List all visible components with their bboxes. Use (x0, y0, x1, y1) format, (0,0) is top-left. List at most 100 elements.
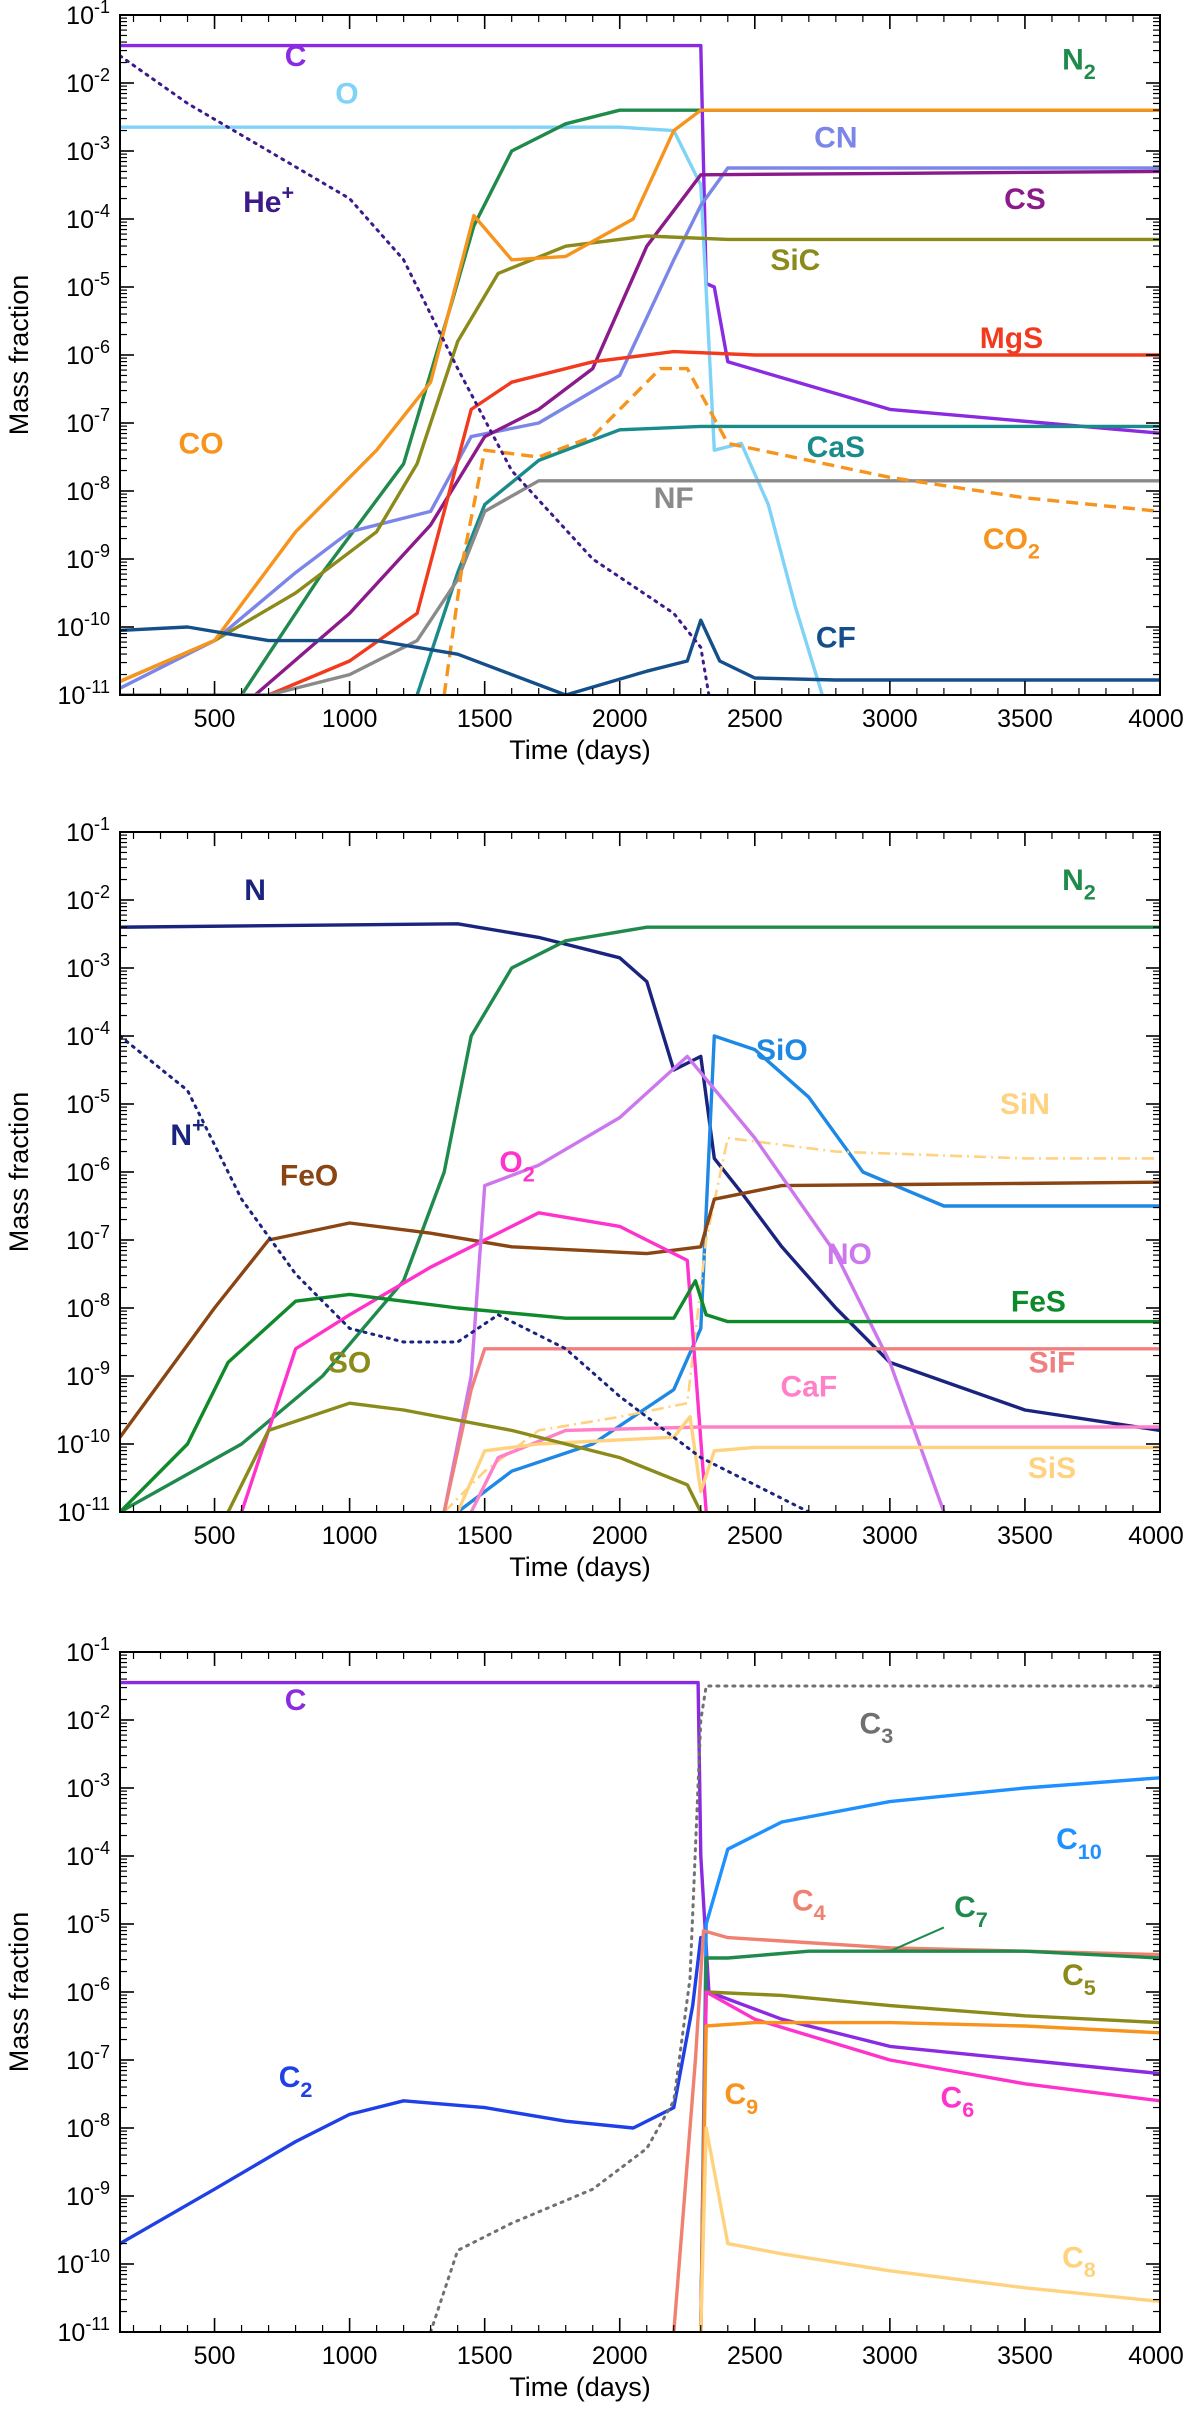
y-tick-exponent: -4 (94, 201, 110, 221)
series-line-sif-solid (442, 1347, 1160, 1512)
species-label-cf: CF (816, 621, 856, 654)
species-label-mgs: MgS (980, 322, 1043, 355)
y-tick-label: 10-11 (58, 1494, 111, 1527)
x-tick-label: 2000 (592, 1522, 648, 1550)
y-tick-base: 10 (66, 206, 94, 234)
x-tick-label: 4000 (1128, 2342, 1184, 2370)
x-axis: 500 1000 1500 2000 2500 3000 3500 4000 (132, 832, 1184, 1550)
x-tick-label: 2500 (727, 2342, 783, 2370)
species-label-c9-subscript: 9 (746, 2094, 758, 2119)
y-tick-label: 10-6 (66, 337, 110, 370)
y-tick-exponent: -11 (85, 677, 110, 697)
series-line-caf-solid (469, 1425, 1160, 1512)
x-tick-label: 1000 (322, 2342, 378, 2370)
y-tick-base: 10 (66, 478, 94, 506)
x-axis-title: Time (days) (509, 2372, 651, 2402)
y-tick-exponent: -6 (94, 1154, 110, 1174)
y-tick-exponent: -3 (94, 1770, 110, 1790)
species-label-n2-text: N (1062, 864, 1084, 897)
x-tick-label: 1000 (322, 705, 378, 733)
species-label-feo-text: FeO (280, 1160, 338, 1193)
species-label-c2-subscript: 2 (300, 2077, 312, 2102)
y-tick-base: 10 (66, 2183, 94, 2211)
y-tick-exponent: -8 (94, 473, 110, 493)
y-tick-base: 10 (66, 1091, 94, 1119)
species-label-nplus-text: N (170, 1119, 192, 1152)
species-label-c7-subscript: 7 (976, 1907, 988, 1932)
series-line-cn-solid (120, 166, 1160, 690)
species-label-n2-subscript: 2 (1084, 59, 1096, 84)
series-group (120, 922, 1160, 1512)
species-label-cn-text: CN (814, 122, 857, 155)
y-tick-base: 10 (66, 1159, 94, 1187)
species-label-co2-subscript: 2 (1028, 538, 1040, 563)
species-label-fes-text: FeS (1011, 1285, 1066, 1318)
y-tick-label: 10-1 (66, 0, 110, 30)
y-tick-exponent: -10 (84, 609, 110, 629)
y-tick-base: 10 (66, 819, 94, 847)
y-tick-label: 10-10 (56, 609, 110, 642)
species-label-c6-text: C (941, 2082, 963, 2115)
y-tick-exponent: -7 (94, 405, 110, 425)
species-label-sin: SiN (1000, 1088, 1050, 1121)
species-label-o-text: O (335, 77, 358, 110)
y-tick-base: 10 (56, 1431, 84, 1459)
species-label-fes: FeS (1011, 1285, 1066, 1318)
species-label-c3-subscript: 3 (881, 1723, 893, 1748)
y-tick-base: 10 (66, 1639, 94, 1667)
series-line-c3-dotted (429, 1684, 1160, 2332)
species-label-cs: CS (1004, 183, 1046, 216)
x-tick-label: 2000 (592, 2342, 648, 2370)
y-tick-base: 10 (66, 274, 94, 302)
species-label-n2: N2 (1062, 864, 1096, 905)
species-label-n2: N2 (1062, 43, 1096, 84)
species-label-no: NO (827, 1238, 872, 1271)
y-tick-label: 10-3 (66, 1770, 110, 1803)
y-tick-exponent: -6 (94, 1974, 110, 1994)
species-label-c10-subscript: 10 (1078, 1839, 1102, 1864)
series-line-fes-solid (120, 1279, 1160, 1512)
series-line-cs-solid (253, 169, 1160, 695)
y-tick-base: 10 (66, 138, 94, 166)
species-label-co-text: CO (179, 428, 224, 461)
series-line-mgs-solid (266, 349, 1160, 695)
series-line-n-solid (120, 922, 1160, 1433)
y-tick-label: 10-4 (66, 1838, 110, 1871)
x-tick-label: 1000 (322, 1522, 378, 1550)
y-axis: 10-110-210-310-410-510-610-710-810-910-1… (56, 1634, 1160, 2347)
y-tick-base: 10 (66, 955, 94, 983)
species-label-heplus: He+ (243, 180, 294, 220)
y-tick-exponent: -5 (94, 1086, 110, 1106)
species-label-sic: SiC (770, 244, 820, 277)
y-tick-exponent: -11 (85, 1494, 110, 1514)
y-tick-exponent: -2 (94, 882, 110, 902)
x-tick-label: 4000 (1128, 705, 1184, 733)
series-line-nplus-dotted (120, 1034, 811, 1512)
species-label-nf: NF (654, 482, 694, 515)
species-label-sio-text: SiO (756, 1034, 808, 1067)
species-label-sis: SiS (1028, 1452, 1076, 1485)
x-tick-label: 2000 (592, 705, 648, 733)
species-label-sio: SiO (756, 1034, 808, 1067)
species-label-c5-subscript: 5 (1084, 1975, 1096, 2000)
species-label-c3-text: C (860, 1708, 882, 1741)
series-line-sin-dashdot (443, 1136, 1160, 1512)
y-tick-base: 10 (66, 410, 94, 438)
series-line-heplus-dotted (120, 54, 711, 695)
series-line-co2-dashed (442, 366, 1160, 695)
species-label-co: CO (179, 428, 224, 461)
y-tick-label: 10-7 (66, 2042, 110, 2075)
species-label-nplus: N+ (170, 1112, 204, 1152)
y-axis-title: Mass fraction (4, 275, 34, 436)
y-tick-label: 10-4 (66, 201, 110, 234)
species-label-co2-text: CO (983, 523, 1028, 556)
species-label-c8-subscript: 8 (1084, 2257, 1096, 2282)
y-tick-exponent: -1 (94, 814, 110, 834)
series-line-o2-solid (239, 1211, 708, 1512)
x-tick-label: 1500 (457, 1522, 513, 1550)
species-label-nplus-superscript: + (192, 1112, 205, 1137)
y-tick-exponent: -10 (84, 1426, 110, 1446)
x-tick-label: 500 (194, 705, 236, 733)
y-tick-label: 10-9 (66, 541, 110, 574)
